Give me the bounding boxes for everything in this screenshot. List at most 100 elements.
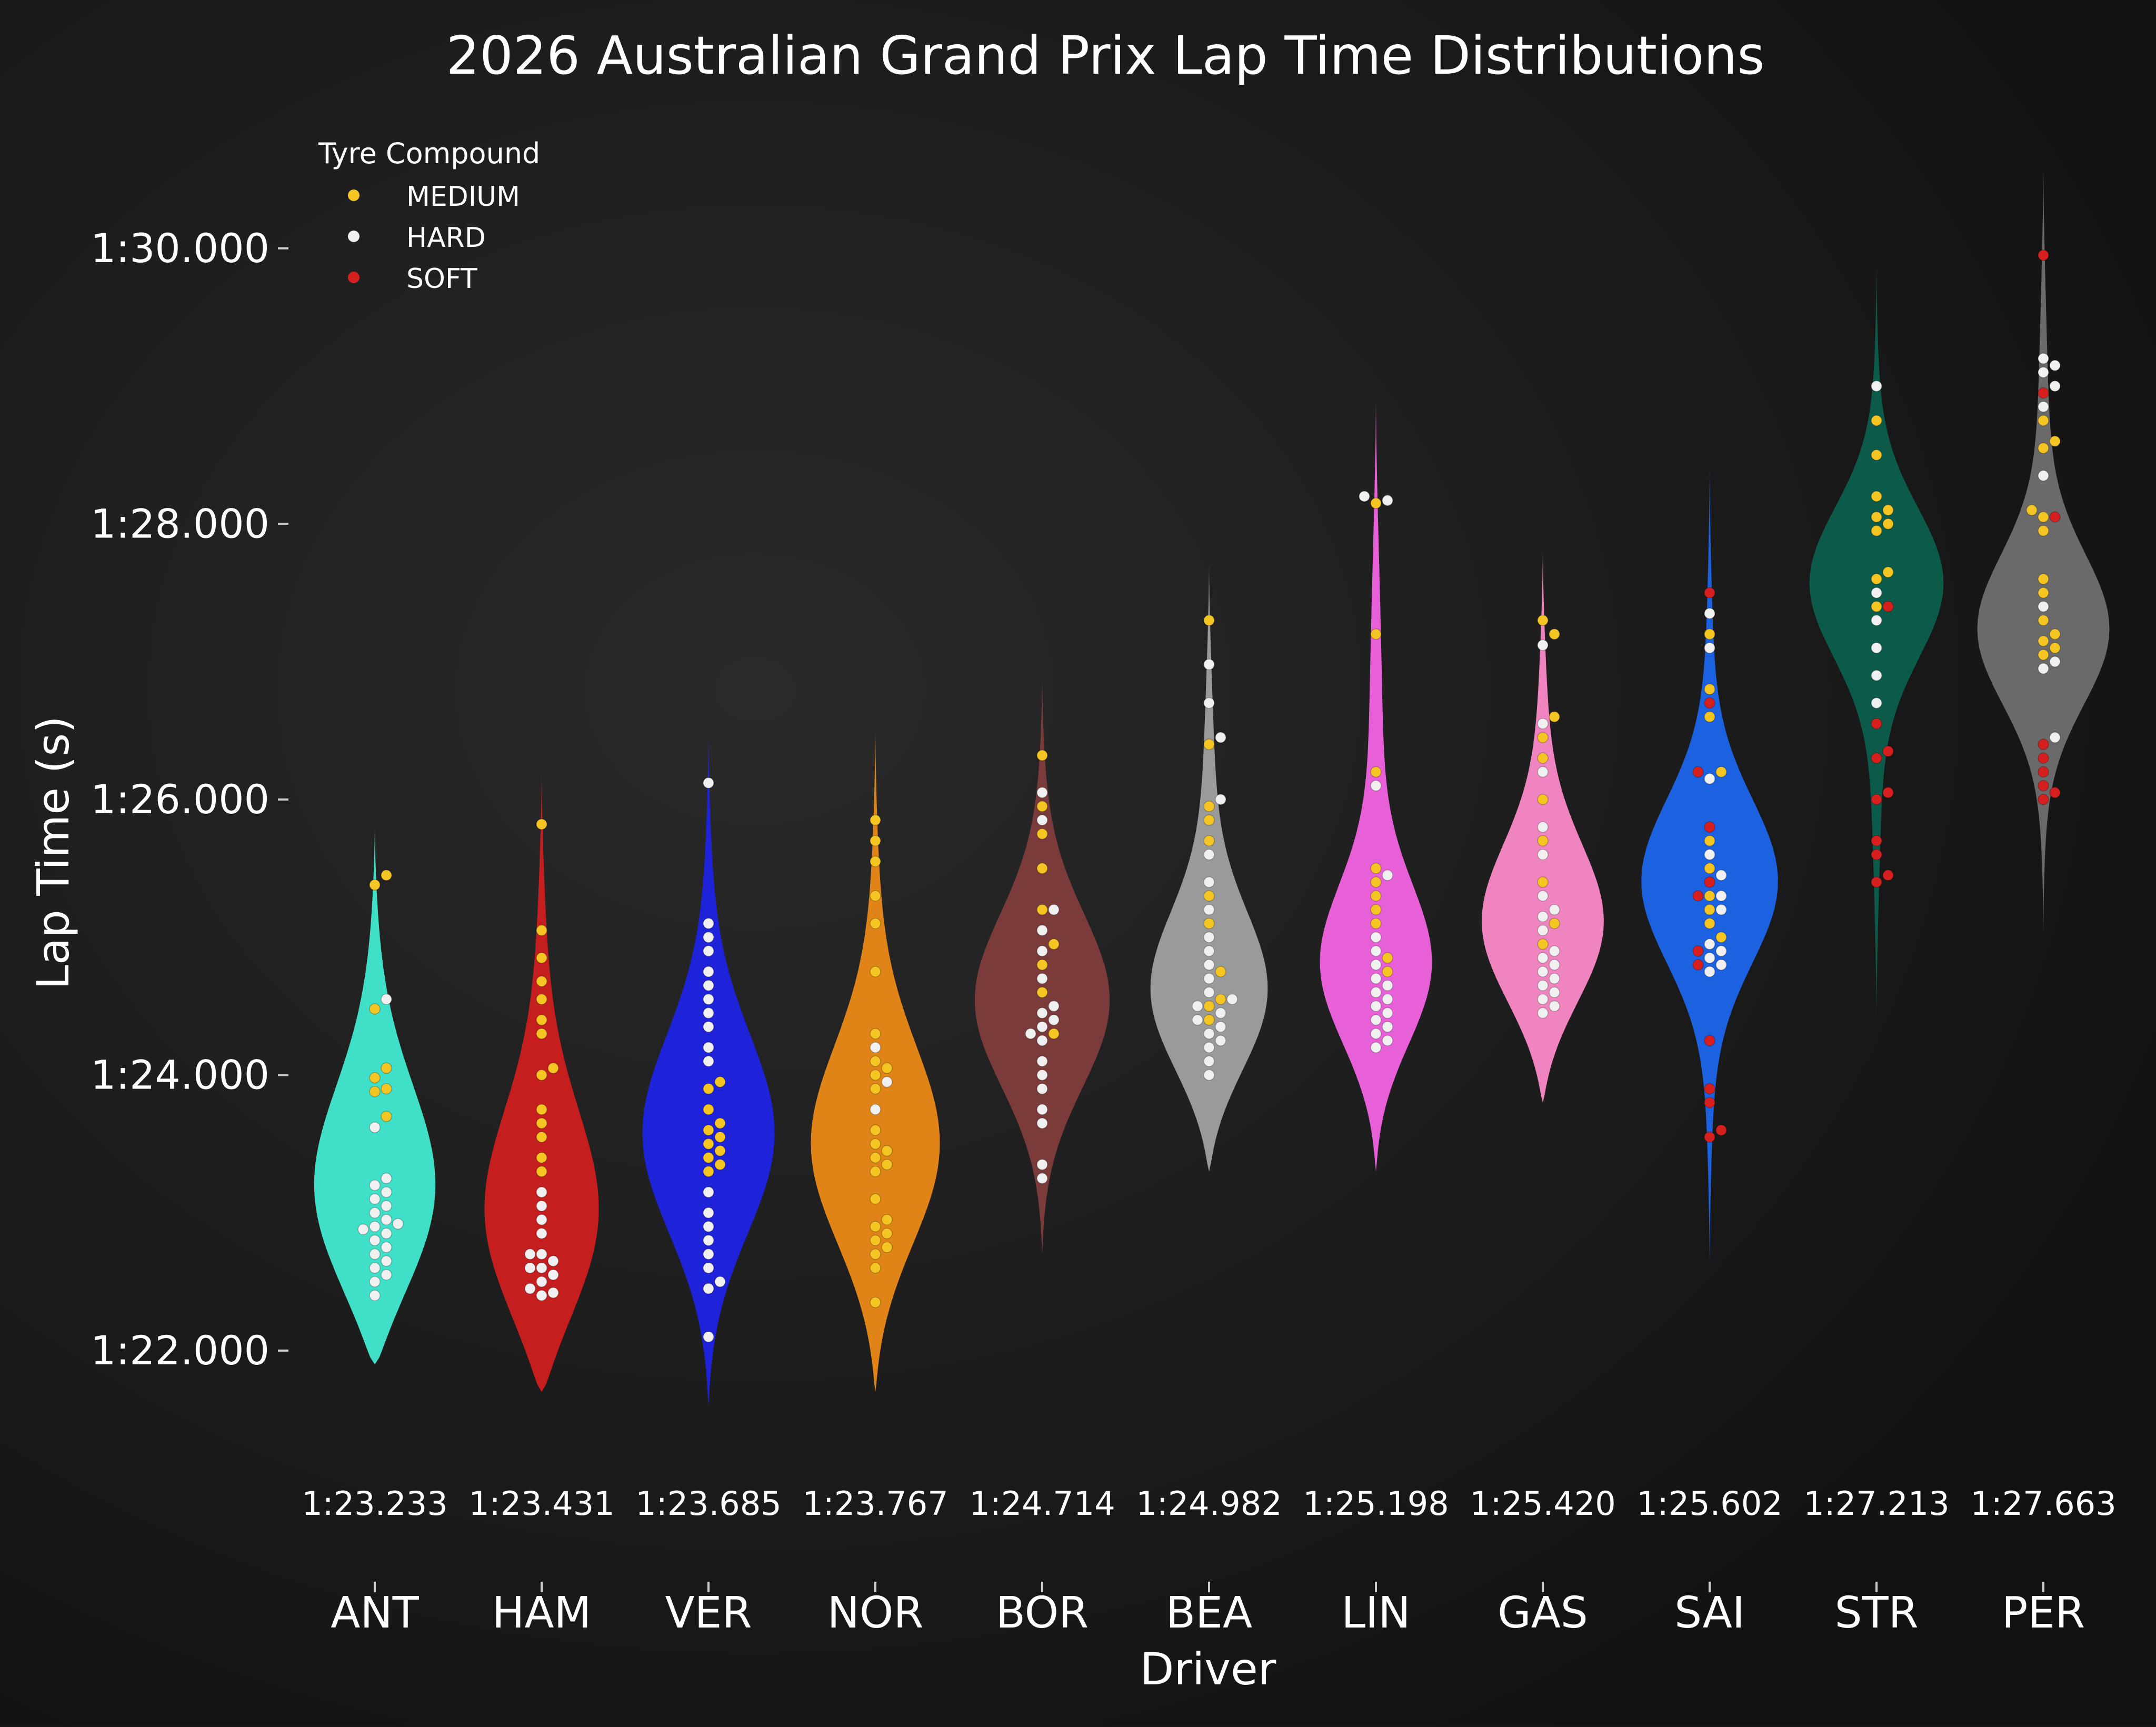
lap-point-medium <box>1203 814 1215 826</box>
lap-point-medium <box>1549 917 1560 930</box>
lap-point-hard <box>1370 973 1382 984</box>
lap-point-soft <box>2038 794 2049 805</box>
lap-point-medium <box>1203 917 1215 930</box>
lap-point-hard <box>1715 890 1727 902</box>
lap-point-medium <box>536 1165 547 1177</box>
lap-point-hard <box>1036 1159 1048 1171</box>
lap-point-medium <box>870 890 881 902</box>
lap-point-hard <box>1203 945 1215 957</box>
lap-point-medium <box>881 1159 893 1171</box>
lap-point-medium <box>1704 711 1715 723</box>
lap-point-medium <box>1203 801 1215 812</box>
lap-point-soft <box>1704 1096 1715 1109</box>
y-tick-label: 1:26.000 <box>91 776 270 823</box>
lap-point-soft <box>1704 821 1715 833</box>
lap-point-medium <box>1715 931 1727 943</box>
lap-point-hard <box>1203 1055 1215 1067</box>
lap-point-medium <box>870 1248 881 1260</box>
lap-point-medium <box>2049 435 2061 447</box>
lap-point-hard <box>536 1186 547 1198</box>
lap-point-medium <box>1215 966 1226 977</box>
median-label-nor: 1:23.767 <box>802 1484 948 1523</box>
lap-point-medium <box>2038 573 2049 585</box>
lap-point-soft <box>1871 752 1882 764</box>
lap-point-medium <box>2038 525 2049 537</box>
lap-point-hard <box>1036 1055 1048 1067</box>
legend-label-hard: HARD <box>406 222 486 254</box>
x-tick-label-bea: BEA <box>1166 1588 1252 1638</box>
median-label-bor: 1:24.714 <box>969 1484 1115 1523</box>
lap-point-soft <box>1692 890 1704 902</box>
lap-point-hard <box>1704 966 1715 977</box>
lap-point-medium <box>1704 835 1715 847</box>
lap-point-hard <box>536 1200 547 1212</box>
lap-point-hard <box>1203 876 1215 888</box>
lap-point-soft <box>2049 786 2061 798</box>
lap-point-medium <box>1537 835 1549 847</box>
lap-point-hard <box>381 1269 392 1281</box>
lap-point-soft <box>1871 794 1882 805</box>
lap-point-hard <box>2038 353 2049 364</box>
lap-point-hard <box>381 1200 392 1212</box>
lap-point-medium <box>536 1014 547 1026</box>
median-label-ham: 1:23.431 <box>468 1484 614 1523</box>
lap-point-medium <box>2038 415 2049 426</box>
lap-point-hard <box>703 1262 714 1274</box>
lap-point-hard <box>1715 870 1727 881</box>
lap-point-hard <box>547 1287 559 1299</box>
lap-point-medium <box>1704 917 1715 930</box>
y-tick-label: 1:24.000 <box>91 1051 270 1098</box>
lap-point-soft <box>1704 1083 1715 1095</box>
lap-point-hard <box>703 1042 714 1053</box>
lap-point-hard <box>1359 491 1370 502</box>
lap-point-hard <box>1036 924 1048 936</box>
lap-point-hard <box>1549 973 1560 984</box>
lap-point-hard <box>1871 614 1882 626</box>
lap-point-medium <box>369 1086 381 1097</box>
lap-point-medium <box>1370 904 1382 915</box>
lap-point-medium <box>1382 952 1393 964</box>
lap-point-hard <box>381 1255 392 1267</box>
lap-point-hard <box>1370 945 1382 957</box>
lap-point-medium <box>1882 518 1894 530</box>
lap-point-medium <box>703 1165 714 1177</box>
violin-str <box>1809 262 1944 1020</box>
lap-point-hard <box>369 1180 381 1191</box>
lap-point-medium <box>1382 966 1393 977</box>
lap-point-medium <box>1203 614 1215 626</box>
lap-point-hard <box>392 1218 404 1230</box>
legend: Tyre Compound MEDIUM HARD SOFT <box>318 137 540 295</box>
lap-point-hard <box>381 1214 392 1225</box>
lap-point-hard <box>357 1223 369 1235</box>
lap-point-medium <box>1871 415 1882 426</box>
lap-point-hard <box>1549 945 1560 957</box>
lap-point-hard <box>524 1262 536 1274</box>
lap-point-medium <box>1715 766 1727 778</box>
lap-point-medium <box>2049 642 2061 654</box>
lap-point-hard <box>1192 1014 1203 1026</box>
lap-point-medium <box>536 1028 547 1040</box>
lap-point-medium <box>1036 801 1048 812</box>
lap-point-hard <box>1036 1083 1048 1095</box>
lap-point-hard <box>1215 732 1226 743</box>
lap-point-hard <box>703 1221 714 1233</box>
lap-point-hard <box>1370 780 1382 792</box>
lap-point-medium <box>2038 442 2049 454</box>
lap-point-medium <box>870 966 881 977</box>
lap-point-medium <box>1036 750 1048 761</box>
violin-per <box>1977 165 2110 937</box>
lap-point-soft <box>1692 959 1704 971</box>
lap-point-hard <box>1370 959 1382 971</box>
lap-point-hard <box>381 1172 392 1184</box>
lap-point-medium <box>870 1296 881 1309</box>
lap-point-medium <box>1537 794 1549 805</box>
lap-point-medium <box>2038 614 2049 626</box>
lap-point-medium <box>870 1221 881 1233</box>
lap-point-hard <box>703 980 714 991</box>
lap-point-medium <box>1036 959 1048 971</box>
lap-point-hard <box>1215 1021 1226 1033</box>
lap-point-medium <box>1203 738 1215 750</box>
lap-point-medium <box>1871 449 1882 461</box>
lap-point-medium <box>714 1159 726 1171</box>
